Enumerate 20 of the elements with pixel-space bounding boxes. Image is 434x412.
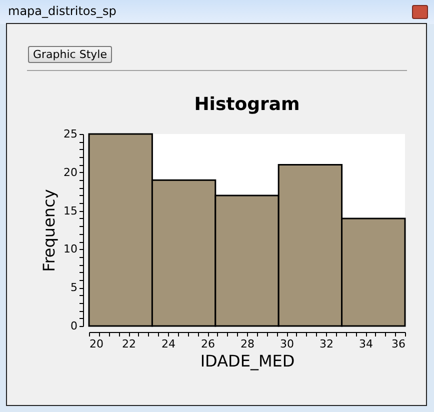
- chart-title: Histogram: [194, 94, 300, 115]
- y-tick-label: 15: [64, 204, 78, 218]
- y-tick-label: 5: [70, 281, 78, 294]
- y-tick-label: 20: [64, 166, 78, 179]
- x-tick-label: 32: [320, 338, 334, 350]
- x-tick-label: 22: [122, 338, 136, 350]
- x-tick-label: 30: [280, 338, 294, 350]
- x-tick-label: 34: [359, 338, 373, 350]
- text: mapa_distritos_sp: [8, 4, 116, 18]
- x-axis-title: IDADE_MED: [200, 352, 295, 370]
- x-tick-label: 20: [90, 338, 104, 350]
- x-tick-label: 28: [240, 338, 254, 350]
- y-tick-label: 10: [64, 242, 78, 256]
- y-axis-title: Frequency: [40, 189, 59, 272]
- y-tick-label: 25: [64, 128, 78, 140]
- graphic-style-button: Graphic Style: [28, 46, 112, 63]
- x-tick-label: 36: [392, 338, 406, 350]
- x-tick-label: 24: [162, 338, 176, 350]
- x-tick-label: 26: [201, 338, 215, 350]
- y-tick-label: 0: [70, 320, 78, 332]
